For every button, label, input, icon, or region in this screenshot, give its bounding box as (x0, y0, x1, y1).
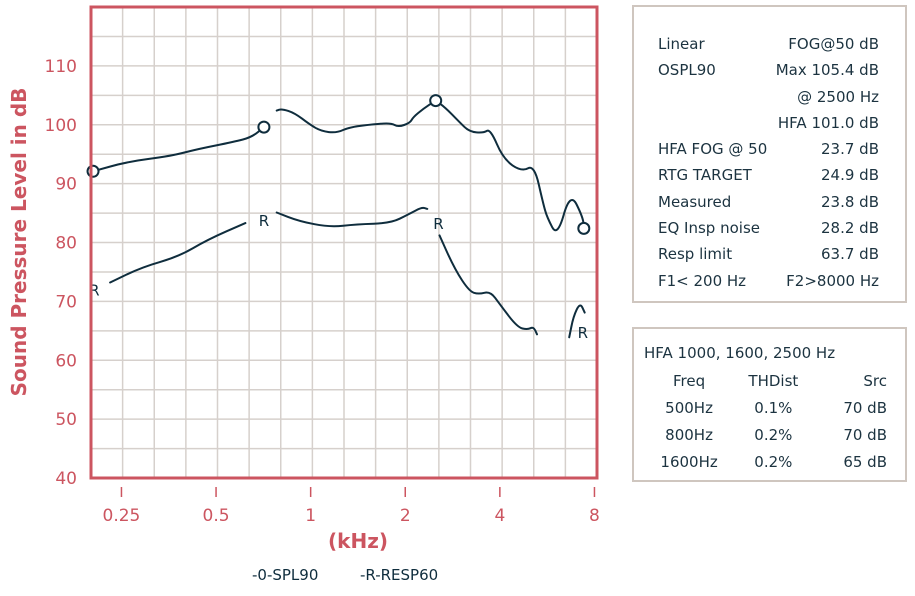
resp60-marker-icon: R (89, 282, 99, 300)
curve-resp60 (109, 222, 247, 284)
info-row: Measured 23.8 dB (658, 189, 879, 215)
legend-spl90: -0-SPL90 (252, 566, 318, 584)
column-header-thdist: THDist (748, 371, 799, 390)
fitting-summary-box: Linear FOG@50 dB OSPL90 Max 105.4 dB @ 250… (632, 5, 907, 303)
x-tick-label: 0.5 (203, 506, 230, 526)
info-value: HFA 101.0 dB (777, 113, 879, 132)
chart-grid (91, 7, 597, 478)
resp60-marker-icon: R (433, 215, 443, 233)
cell-src: 70 dB (843, 425, 887, 444)
info-value: Max 105.4 dB (775, 61, 879, 80)
curve-resp60 (438, 234, 538, 336)
table-header-row: Freq THDist Src (644, 367, 897, 394)
x-tick-label: 4 (494, 506, 505, 526)
table-row: 1600Hz 0.2% 65 dB (644, 448, 897, 475)
info-value: 28.2 dB (821, 219, 879, 238)
x-tick-label: 0.25 (103, 506, 141, 526)
distortion-box: HFA 1000, 1600, 2500 Hz Freq THDist Src … (632, 327, 907, 482)
y-tick-label: 60 (55, 351, 77, 371)
info-label: Resp limit (658, 245, 733, 264)
info-row: OSPL90 Max 105.4 dB (658, 57, 879, 83)
y-tick-label: 80 (55, 234, 77, 254)
y-axis-ticks: 40 50 60 70 80 90 100 110 (45, 57, 77, 489)
cell-src: 70 dB (843, 398, 887, 417)
cell-thdist: 0.2% (754, 452, 793, 471)
spl90-marker-icon (429, 94, 443, 108)
curve-spl90 (275, 101, 585, 232)
info-value: 63.7 dB (821, 245, 879, 264)
curve-resp60 (275, 206, 429, 228)
cell-freq: 800Hz (665, 425, 713, 444)
table-row: 800Hz 0.2% 70 dB (644, 421, 897, 448)
y-tick-label: 70 (55, 292, 77, 312)
info-label: Linear (658, 35, 705, 53)
cell-freq: 500Hz (665, 398, 713, 417)
info-row: Resp limit 63.7 dB (658, 241, 879, 267)
spl90-marker-icon (577, 221, 591, 235)
spl90-marker-icon (86, 164, 100, 178)
x-tick-label: 1 (305, 506, 316, 526)
table-row: 500Hz 0.1% 70 dB (644, 394, 897, 421)
info-label: RTG TARGET (658, 166, 752, 185)
info-label: HFA FOG @ 50 (658, 140, 768, 159)
info-row: HFA 101.0 dB (658, 110, 879, 136)
column-header-freq: Freq (673, 371, 706, 390)
resp60-marker-icon: R (578, 324, 588, 342)
info-row: F1< 200 Hz F2>8000 Hz (658, 268, 879, 294)
cell-thdist: 0.2% (754, 425, 793, 444)
info-label: EQ Insp noise (658, 219, 760, 238)
y-tick-label: 90 (55, 175, 77, 195)
info-value: F2>8000 Hz (786, 271, 879, 290)
info-value: FOG@50 dB (788, 35, 879, 53)
y-tick-label: 110 (45, 57, 77, 77)
distortion-table: Freq THDist Src 500Hz 0.1% 70 dB 800Hz 0… (644, 367, 897, 475)
y-tick-label: 50 (55, 410, 77, 430)
distortion-title: HFA 1000, 1600, 2500 Hz (644, 344, 836, 362)
legend-resp60: -R-RESP60 (360, 566, 438, 584)
info-row: Linear FOG@50 dB (658, 31, 879, 57)
info-value: @ 2500 Hz (797, 87, 879, 106)
x-axis-label: (kHz) (328, 529, 388, 553)
column-header-src: Src (863, 371, 887, 390)
y-tick-label: 40 (55, 469, 77, 489)
plot-frame (89, 5, 599, 480)
spl90-marker-icon (257, 120, 271, 134)
x-axis-ticks: 0.25 0.5 1 2 4 8 (103, 487, 600, 526)
info-label: Measured (658, 192, 732, 211)
cell-src: 65 dB (843, 452, 887, 471)
info-label: OSPL90 (658, 61, 716, 80)
curve-spl90 (92, 126, 265, 173)
info-row: RTG TARGET 24.9 dB (658, 162, 879, 188)
cell-freq: 1600Hz (660, 452, 718, 471)
resp60-marker-icon: R (259, 212, 269, 230)
info-value: 24.9 dB (821, 166, 879, 185)
y-tick-label: 100 (45, 116, 77, 136)
x-tick-label: 8 (589, 506, 600, 526)
curve-resp60 (568, 304, 586, 339)
info-value: 23.8 dB (821, 192, 879, 211)
x-tick-label: 2 (400, 506, 411, 526)
info-row: @ 2500 Hz (658, 84, 879, 110)
info-row: HFA FOG @ 50 23.7 dB (658, 136, 879, 162)
chart-markers: R R R R (86, 94, 591, 342)
y-axis-label: Sound Pressure Level in dB (7, 88, 31, 397)
cell-thdist: 0.1% (754, 398, 793, 417)
info-value: 23.7 dB (821, 140, 879, 159)
info-label: F1< 200 Hz (658, 271, 747, 290)
info-row: EQ Insp noise 28.2 dB (658, 215, 879, 241)
